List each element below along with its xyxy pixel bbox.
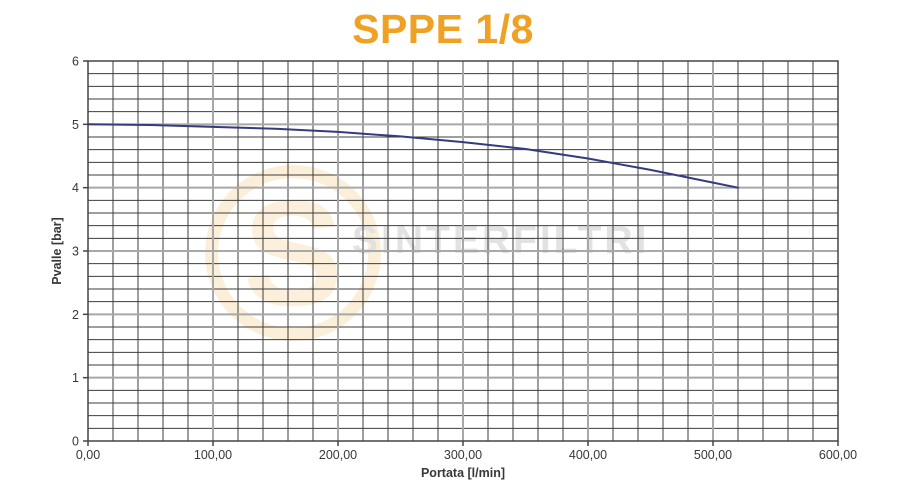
- y-tick-label: 6: [72, 55, 79, 69]
- y-tick-label: 5: [72, 118, 79, 132]
- y-tick-label: 3: [72, 245, 79, 259]
- y-axis-title: Pvalle [bar]: [50, 217, 64, 285]
- y-tick-label: 4: [72, 181, 79, 195]
- y-tick-label: 1: [72, 371, 79, 385]
- y-tick-label: 2: [72, 308, 79, 322]
- x-tick-label: 600,00: [819, 448, 857, 462]
- x-tick-label: 100,00: [194, 448, 232, 462]
- x-tick-label: 200,00: [319, 448, 357, 462]
- x-tick-label: 0,00: [76, 448, 100, 462]
- chart-title: SPPE 1/8: [352, 6, 534, 52]
- x-axis-title: Portata [l/min]: [420, 466, 506, 480]
- x-tick-label: 400,00: [569, 448, 607, 462]
- y-tick-label: 0: [72, 435, 79, 449]
- pump-curve: [87, 123, 739, 189]
- watermark-logo-letter: S: [242, 169, 344, 337]
- x-tick-label: 300,00: [444, 448, 482, 462]
- x-tick-label: 500,00: [694, 448, 732, 462]
